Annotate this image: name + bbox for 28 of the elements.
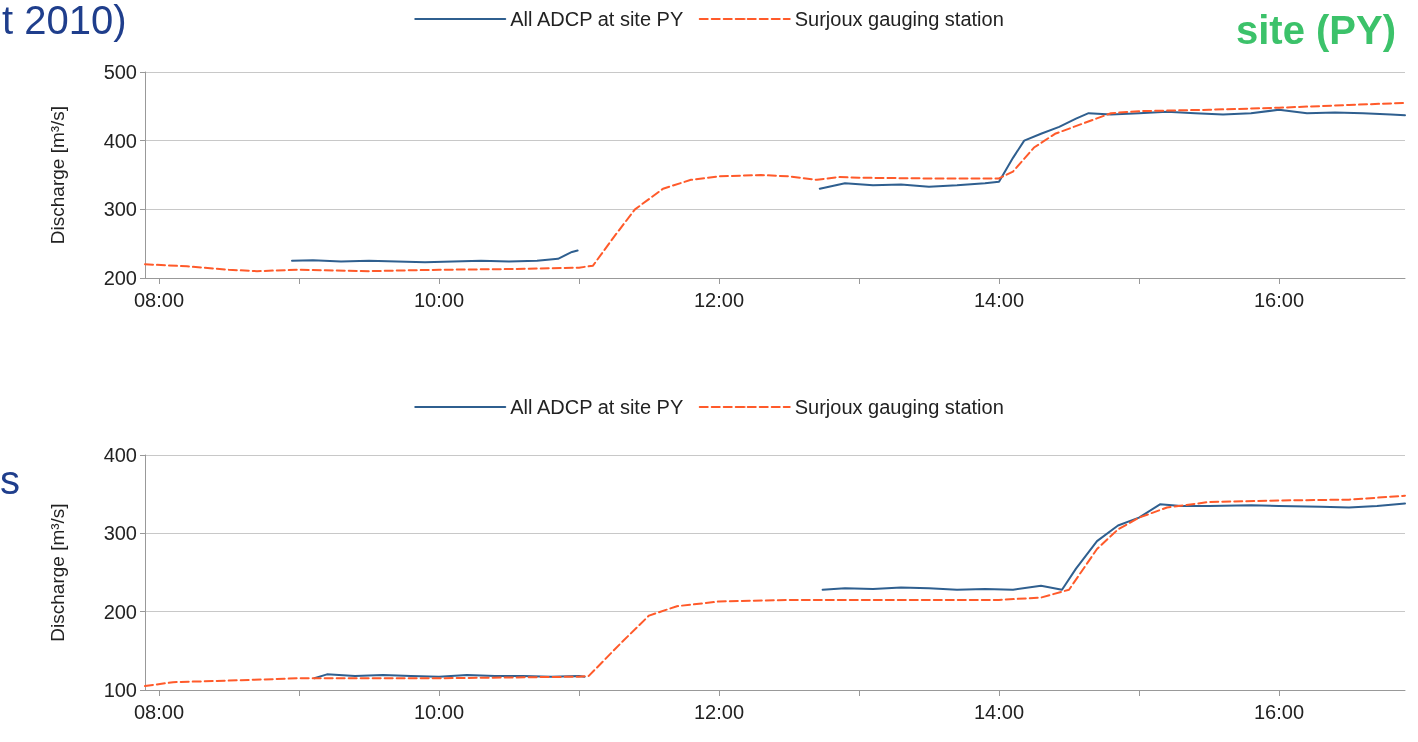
y-tick-label: 400 [103, 444, 137, 466]
x-tick-label: 14:00 [973, 289, 1025, 311]
y-tick-label: 200 [103, 267, 137, 289]
x-tick-label: 10:00 [413, 701, 465, 723]
x-tick-label: 10:00 [413, 289, 465, 311]
x-tick-label: 12:00 [693, 701, 745, 723]
x-tick-label: 08:00 [133, 701, 185, 723]
y-tick-label: 400 [103, 129, 137, 152]
legend-label: Surjoux gauging station [794, 8, 1004, 30]
x-tick-label: 14:00 [973, 701, 1025, 723]
text: site (PY) [1235, 8, 1397, 52]
y-tick-label: 300 [103, 198, 137, 221]
y-axis-title: Discharge [m³/s] [47, 105, 68, 245]
x-tick-label: 16:00 [1253, 289, 1305, 311]
y-axis-title: Discharge [m³/s] [47, 503, 68, 642]
y-tick-label: 200 [103, 600, 137, 623]
text: s [0, 458, 20, 502]
y-tick-label: 100 [103, 679, 137, 701]
legend-label: All ADCP at site PY [510, 8, 684, 30]
legend-label: Surjoux gauging station [794, 396, 1004, 418]
x-tick-label: 16:00 [1253, 701, 1305, 723]
line-series [144, 101, 1406, 273]
text: t 2010) [2, 0, 127, 42]
legend-label: All ADCP at site PY [510, 396, 684, 418]
y-tick-label: 500 [103, 61, 137, 83]
y-tick-label: 300 [103, 522, 137, 545]
x-tick-label: 08:00 [133, 289, 185, 311]
x-tick-label: 12:00 [693, 289, 745, 311]
